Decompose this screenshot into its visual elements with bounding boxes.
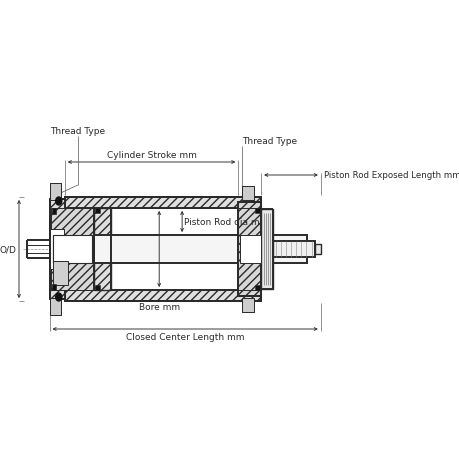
Bar (241, 298, 254, 312)
Bar (314, 245, 320, 254)
Bar (52, 262, 68, 285)
Text: Thread Type: Thread Type (241, 137, 297, 146)
Bar (238, 202, 261, 297)
Bar (53, 235, 91, 263)
Bar (272, 241, 314, 257)
Text: Piston Rod dia mm: Piston Rod dia mm (184, 218, 268, 226)
Bar (239, 235, 261, 263)
Text: O/D: O/D (0, 245, 17, 254)
Bar (255, 285, 259, 291)
Bar (50, 184, 61, 201)
Text: Closed Center Length mm: Closed Center Length mm (126, 332, 244, 341)
Text: Piston Rod Exposed Length mm: Piston Rod Exposed Length mm (323, 171, 459, 180)
Text: Thread Type: Thread Type (50, 127, 105, 136)
Bar (52, 208, 56, 214)
Bar (95, 285, 100, 291)
Bar (65, 197, 261, 208)
Bar (50, 230, 64, 269)
Bar (261, 210, 272, 289)
Bar (241, 187, 254, 201)
Bar (94, 208, 111, 291)
Bar (94, 235, 306, 263)
Bar (255, 208, 259, 213)
Bar (65, 291, 261, 302)
Bar (50, 298, 61, 315)
Bar (52, 285, 56, 291)
Bar (95, 208, 100, 213)
Bar (50, 200, 65, 299)
Circle shape (56, 197, 62, 206)
Text: Bore mm: Bore mm (138, 302, 179, 311)
Bar (51, 208, 94, 291)
Circle shape (56, 293, 62, 302)
Text: Cylinder Stroke mm: Cylinder Stroke mm (106, 151, 196, 160)
